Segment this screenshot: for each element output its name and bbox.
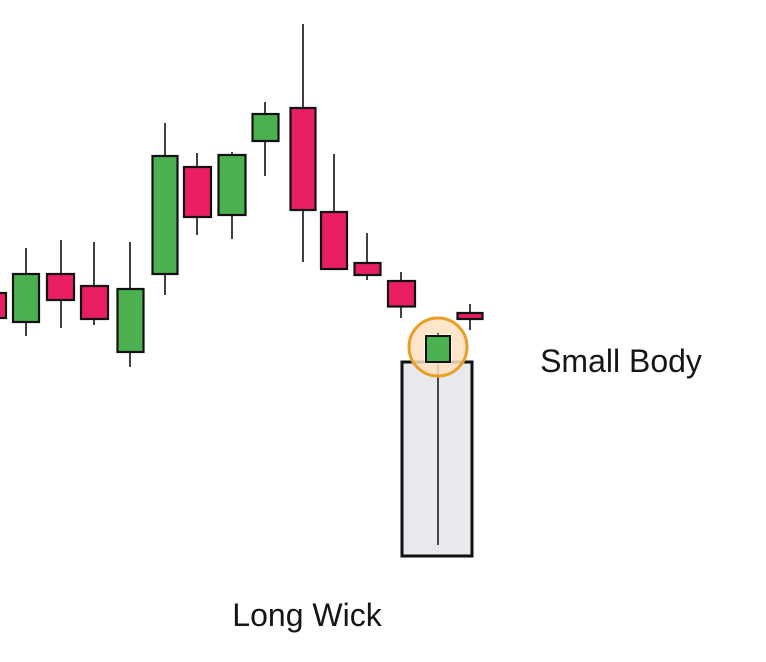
svg-text:Small Body: Small Body	[540, 343, 702, 379]
svg-text:Long Wick: Long Wick	[232, 597, 382, 633]
